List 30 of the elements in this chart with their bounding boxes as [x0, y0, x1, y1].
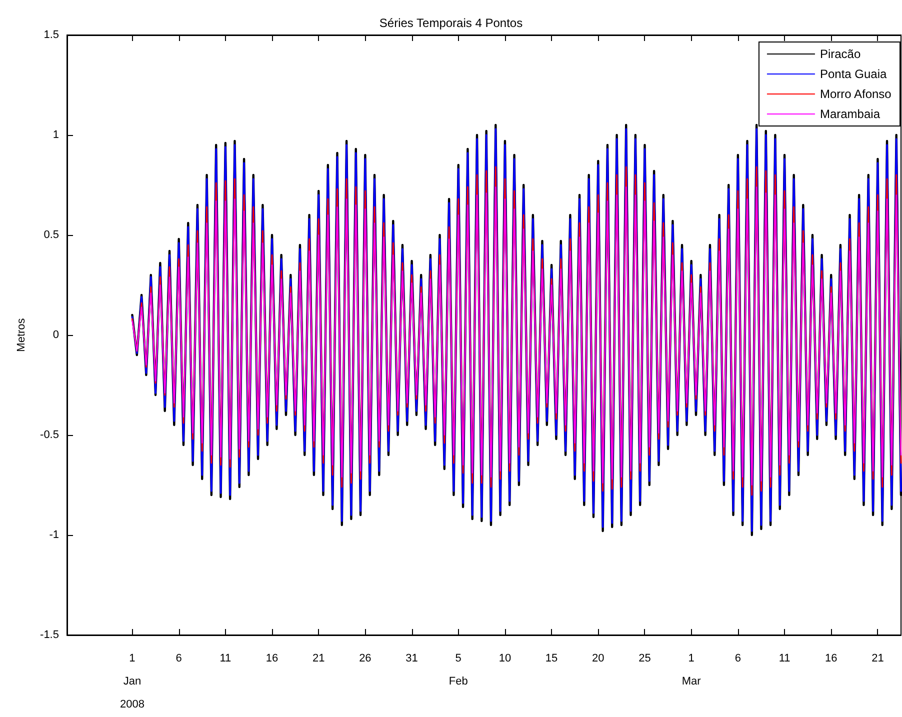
legend-label: Marambaia — [820, 107, 880, 121]
x-tick-label: 16 — [266, 652, 278, 664]
y-tick-label: -1 — [49, 529, 59, 541]
x-tick-label: 31 — [406, 652, 418, 664]
y-tick-label: -0.5 — [40, 429, 59, 441]
x-tick-label: 21 — [872, 652, 884, 664]
x-tick-label: 11 — [778, 652, 790, 664]
y-tick-label: 1.5 — [44, 29, 59, 41]
x-tick-label: 16 — [824, 652, 838, 664]
x-tick-label: 11 — [220, 652, 232, 664]
x-tick-label: 25 — [638, 652, 651, 664]
x-tick-label: 6 — [734, 652, 741, 664]
x-tick-label: 5 Feb — [448, 652, 468, 688]
x-tick-label: 6 — [176, 652, 182, 664]
x-tick-label: 15 — [545, 652, 558, 664]
y-axis-title: Metros — [16, 318, 28, 352]
y-tick-label: 0 — [52, 329, 59, 341]
x-tick-label: 20 — [592, 652, 604, 664]
legend-label: Morro Afonso — [820, 87, 892, 101]
x-tick-label: 26 — [359, 652, 372, 664]
x-tick-label: 1 Mar — [682, 652, 702, 688]
x-tick-label: 21 — [312, 652, 325, 664]
y-tick-label: -1.5 — [40, 629, 59, 641]
x-tick-label: 10 — [498, 652, 512, 664]
x-tick-label: 1 Jan 2008 — [120, 652, 144, 710]
chart-title: Séries Temporais 4 Pontos — [379, 16, 523, 30]
legend-label: Piracão — [820, 47, 861, 61]
legend-label: Ponta Guaia — [820, 67, 888, 81]
y-tick-label: 1 — [52, 129, 59, 141]
y-tick-label: 0.5 — [44, 229, 59, 241]
